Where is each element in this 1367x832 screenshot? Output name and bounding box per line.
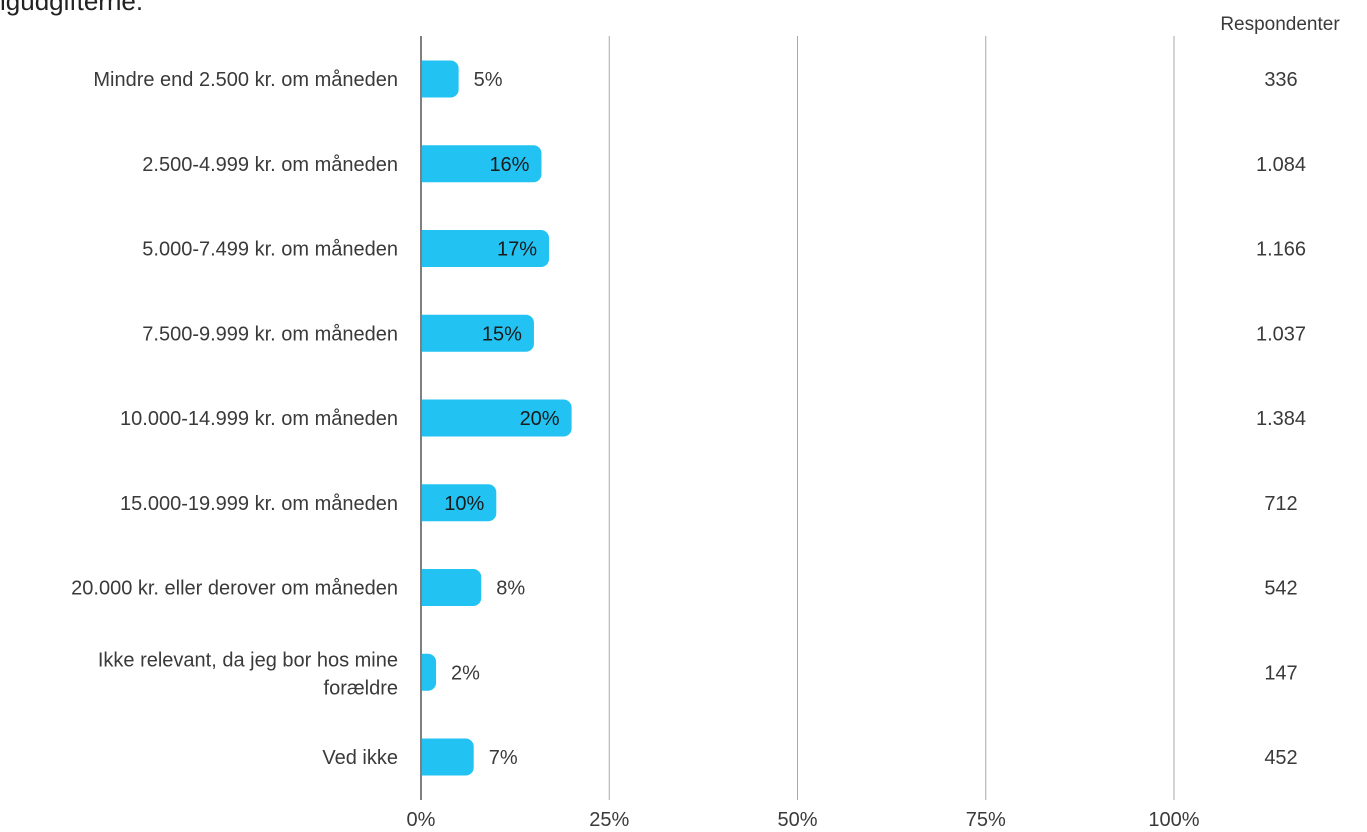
- x-tick-label: 50%: [777, 809, 817, 831]
- bar: [421, 569, 482, 606]
- chart-title-fragment: igudgifterne.: [0, 0, 144, 16]
- bar-value-label: 20%: [520, 408, 560, 430]
- x-tick-label: 100%: [1148, 809, 1199, 831]
- respondents-count: 1.384: [1256, 408, 1306, 430]
- category-label: 2.500-4.999 kr. om måneden: [142, 154, 398, 176]
- respondents-header: Respondenter: [1220, 14, 1340, 35]
- bar: [421, 230, 550, 267]
- labels: 0% 25% 50% 75% 100% 5% Mindre end 2.500 kr. om…: [71, 69, 1306, 831]
- respondents-count: 452: [1264, 747, 1297, 769]
- category-label: Ikke relevant, da jeg bor hos mine foræld…: [98, 649, 398, 699]
- respondents-count: 336: [1264, 69, 1297, 91]
- bar-value-label: 15%: [482, 323, 522, 345]
- x-tick-label: 75%: [966, 809, 1006, 831]
- bar: [421, 314, 534, 352]
- respondents-count: 1.037: [1256, 323, 1306, 345]
- x-tick-label: 0%: [407, 809, 436, 831]
- respondents-count: 712: [1264, 493, 1297, 515]
- category-label: 5.000-7.499 kr. om måneden: [142, 239, 398, 261]
- x-tick-label: 25%: [589, 809, 629, 831]
- bar: [421, 145, 542, 183]
- respondents-count: 542: [1264, 578, 1297, 600]
- category-label: 7.500-9.999 kr. om måneden: [142, 323, 398, 345]
- bar-value-label: 17%: [497, 239, 537, 261]
- bars: [421, 60, 572, 776]
- category-label: 20.000 kr. eller derover om måneden: [71, 578, 398, 600]
- respondents-count: 1.166: [1256, 239, 1306, 261]
- bar: [421, 738, 474, 776]
- bar: [421, 484, 497, 522]
- bar-value-label: 7%: [489, 747, 518, 769]
- category-label: 15.000-19.999 kr. om måneden: [120, 493, 398, 515]
- bar: [421, 60, 459, 98]
- bar: [421, 399, 572, 437]
- grid-lines: [608, 36, 1175, 800]
- bar-value-label: 8%: [496, 578, 525, 600]
- respondents-count: 1.084: [1256, 154, 1306, 176]
- bar-value-label: 5%: [474, 69, 503, 91]
- category-label: Ved ikke: [322, 747, 398, 769]
- bar: [421, 653, 437, 691]
- respondents-count: 147: [1264, 662, 1297, 684]
- bar-value-label: 10%: [444, 493, 484, 515]
- bar-value-label: 16%: [489, 154, 529, 176]
- bar-value-label: 2%: [451, 662, 480, 684]
- category-label: 10.000-14.999 kr. om måneden: [120, 408, 398, 430]
- category-label: Mindre end 2.500 kr. om måneden: [93, 69, 398, 91]
